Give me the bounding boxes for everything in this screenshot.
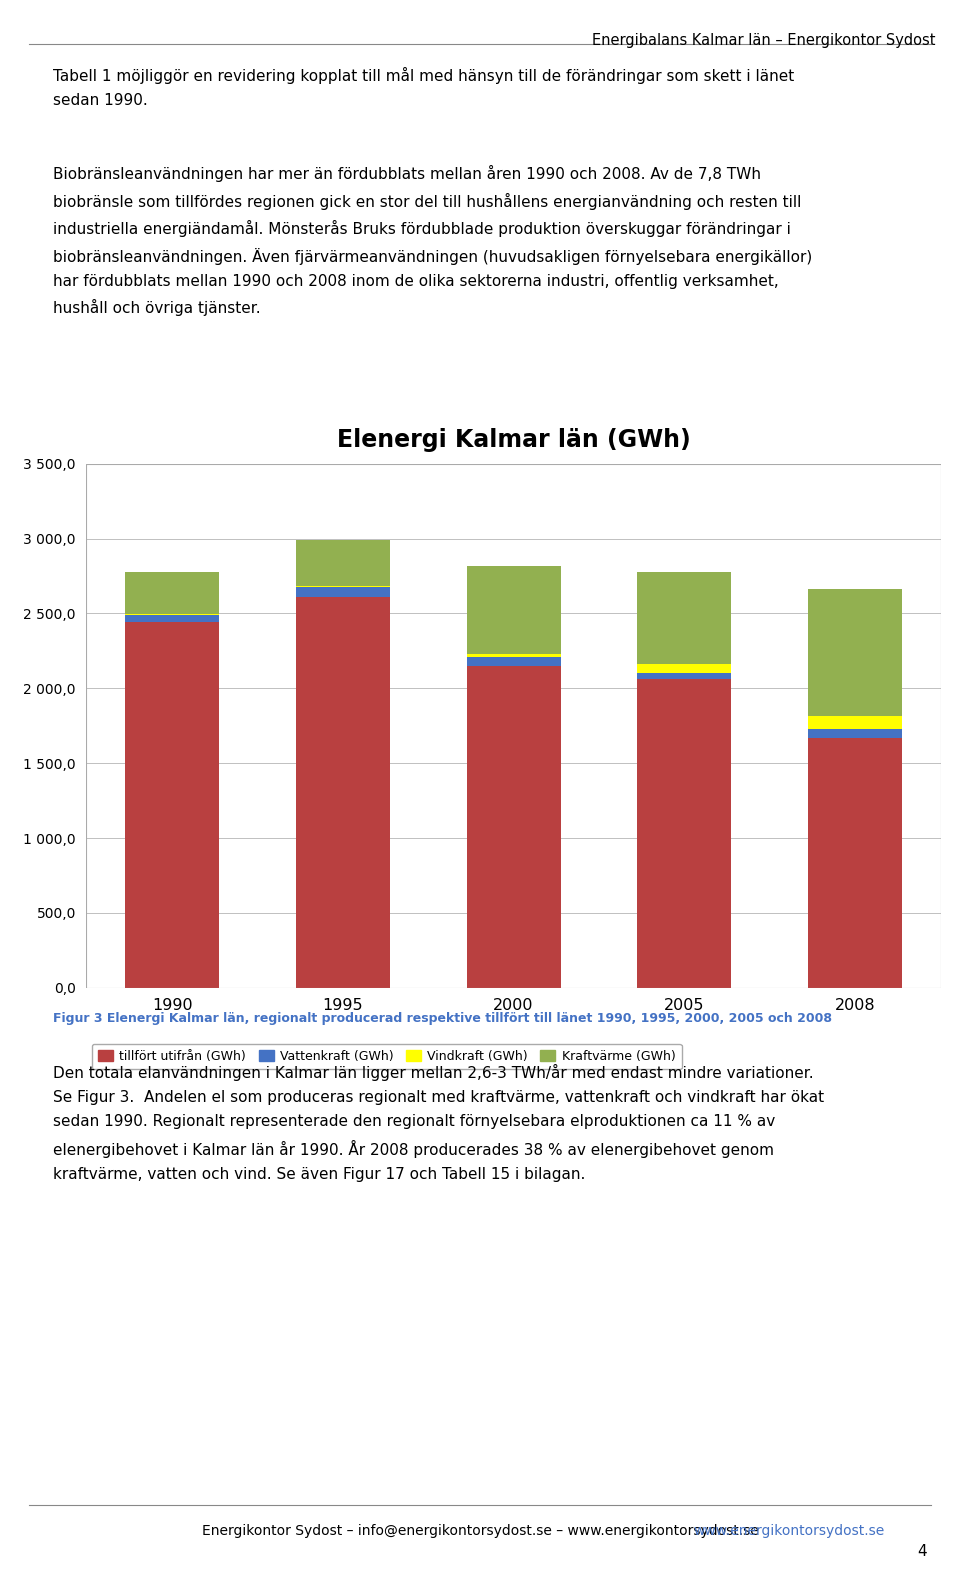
Legend: tillfört utifrån (GWh), Vattenkraft (GWh), Vindkraft (GWh), Kraftvärme (GWh): tillfört utifrån (GWh), Vattenkraft (GWh… <box>92 1043 682 1069</box>
Bar <box>467 654 561 657</box>
Bar <box>808 738 902 988</box>
Bar <box>467 665 561 988</box>
Bar <box>467 565 561 654</box>
Text: Biobränsleanvändningen har mer än fördubblats mellan åren 1990 och 2008. Av de 7: Biobränsleanvändningen har mer än fördub… <box>53 165 812 316</box>
Text: Figur 3 Elenergi Kalmar län, regionalt producerad respektive tillfört till länet: Figur 3 Elenergi Kalmar län, regionalt p… <box>53 1012 831 1024</box>
Bar <box>125 622 219 988</box>
Bar <box>808 729 902 738</box>
Bar <box>296 597 390 988</box>
Bar <box>637 680 732 988</box>
Text: Den totala elanvändningen i Kalmar län ligger mellan 2,6-3 TWh/år med endast min: Den totala elanvändningen i Kalmar län l… <box>53 1064 824 1181</box>
Bar <box>296 540 390 586</box>
Bar <box>86 464 941 988</box>
Text: 4: 4 <box>917 1544 926 1558</box>
Bar <box>808 589 902 716</box>
Bar <box>467 657 561 665</box>
Bar <box>637 664 732 673</box>
Bar <box>637 673 732 680</box>
Text: Tabell 1 möjliggör en revidering kopplat till mål med hänsyn till de förändringa: Tabell 1 möjliggör en revidering kopplat… <box>53 67 794 108</box>
Title: Elenergi Kalmar län (GWh): Elenergi Kalmar län (GWh) <box>337 429 690 453</box>
Text: www.energikontorsydost.se: www.energikontorsydost.se <box>693 1524 884 1539</box>
Bar <box>296 588 390 597</box>
Bar <box>125 572 219 615</box>
Bar <box>808 716 902 729</box>
Bar <box>125 615 219 622</box>
Bar <box>637 572 732 664</box>
Text: Energibalans Kalmar län – Energikontor Sydost: Energibalans Kalmar län – Energikontor S… <box>592 33 936 48</box>
Text: Energikontor Sydost – info@energikontorsydost.se – www.energikontorsydost.se: Energikontor Sydost – info@energikontors… <box>202 1524 758 1539</box>
